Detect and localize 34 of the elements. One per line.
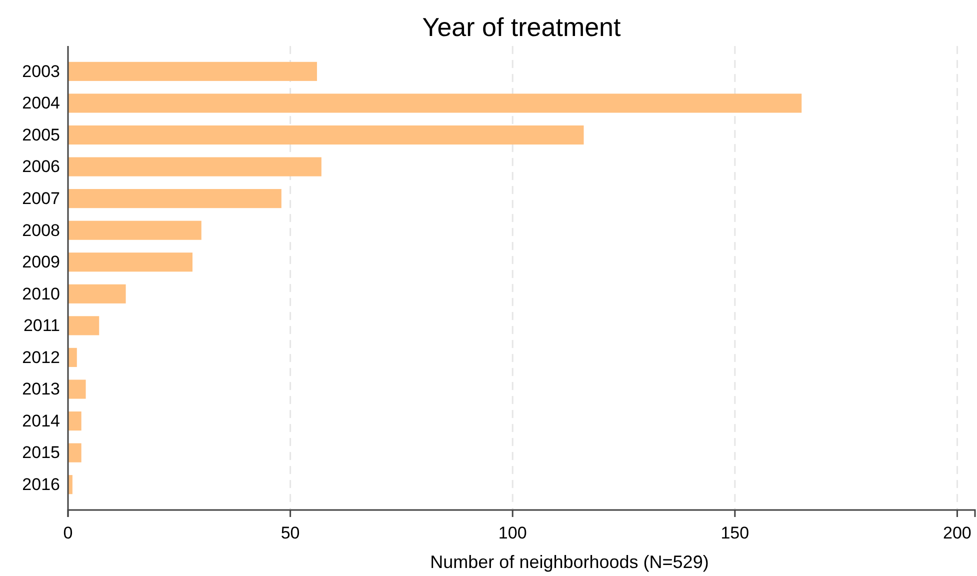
y-tick-label: 2003 xyxy=(22,62,60,81)
y-tick-label: 2016 xyxy=(22,475,60,494)
bar xyxy=(68,62,317,81)
bar xyxy=(68,157,322,176)
bar xyxy=(68,316,100,336)
y-tick-label: 2007 xyxy=(22,188,60,208)
chart-title: Year of treatment xyxy=(422,12,622,42)
bar xyxy=(68,284,126,304)
bar xyxy=(68,220,202,240)
x-tick-label: 50 xyxy=(280,524,300,543)
x-tick-label: 150 xyxy=(720,524,750,543)
y-tick-label: 2015 xyxy=(22,443,60,462)
x-tick-label: 100 xyxy=(498,524,527,543)
y-tick-label: 2008 xyxy=(22,220,60,240)
bar xyxy=(68,252,192,272)
x-tick-label: 0 xyxy=(63,524,73,543)
bar xyxy=(68,348,77,367)
y-tick-label: 2011 xyxy=(23,316,60,336)
y-tick-label: 2010 xyxy=(22,284,60,304)
y-tick-label: 2014 xyxy=(22,411,60,430)
bar xyxy=(68,411,82,431)
bar xyxy=(68,189,282,208)
y-tick-label: 2013 xyxy=(22,380,60,399)
y-tick-label: 2006 xyxy=(22,157,60,176)
x-axis-title: Number of neighborhoods (N=529) xyxy=(430,552,709,572)
x-tick-label: 200 xyxy=(943,524,972,543)
y-tick-label: 2005 xyxy=(22,125,60,144)
bar xyxy=(68,380,86,399)
y-tick-label: 2004 xyxy=(22,94,60,113)
bar xyxy=(68,125,584,145)
bar xyxy=(68,94,802,113)
y-tick-label: 2009 xyxy=(22,252,60,272)
bar xyxy=(68,443,82,462)
y-tick-label: 2012 xyxy=(22,348,60,367)
